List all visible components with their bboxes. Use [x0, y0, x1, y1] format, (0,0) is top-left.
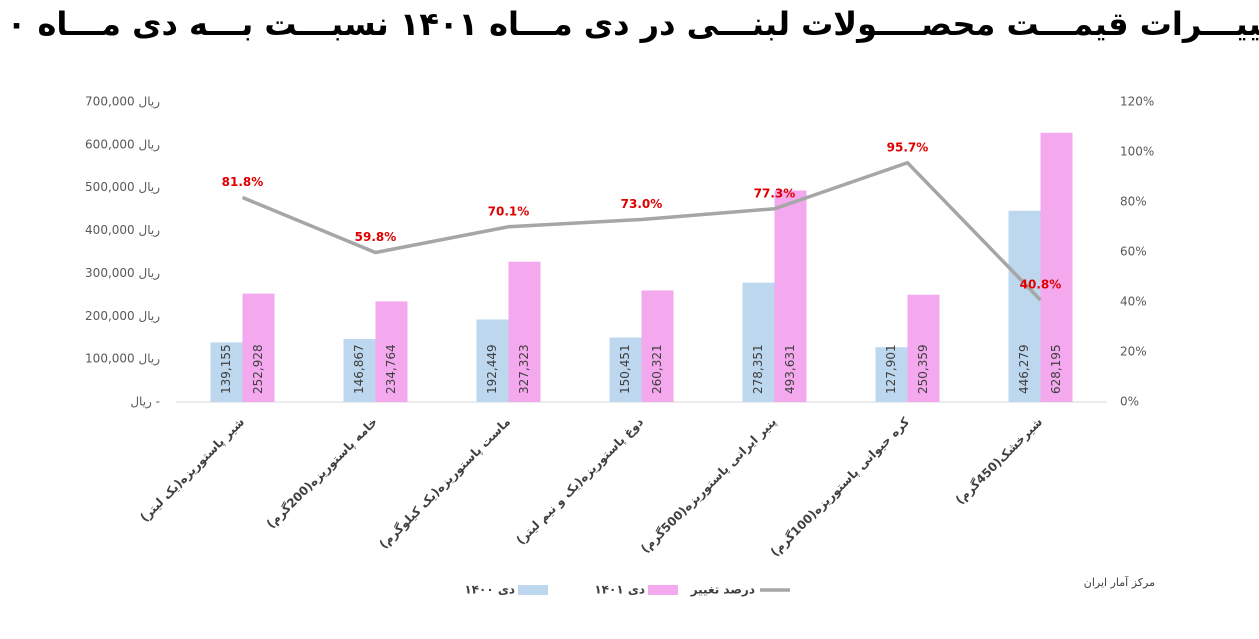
bar: [875, 347, 908, 402]
bar: [774, 190, 807, 402]
y-tick-label: ریال 100,000: [85, 352, 160, 367]
value-label: 73.0%: [621, 197, 663, 211]
value-label: 192,449: [485, 344, 499, 394]
value-label: 234,764: [384, 344, 398, 394]
x-tick-label: شیرخشک(450گرم): [953, 415, 1046, 508]
bar: [1040, 132, 1073, 403]
y2-tick-label: 0%: [1120, 395, 1139, 409]
y-tick-label: ریال 600,000: [85, 137, 160, 152]
y2-tick-label: 100%: [1120, 145, 1154, 159]
value-label: 77.3%: [754, 186, 796, 200]
bar: [343, 339, 376, 402]
x-tick-label: شیر پاستوریزه(یک لیتر): [137, 415, 247, 525]
value-label: 327,323: [517, 344, 531, 394]
x-tick-label: پنیر ایرانی پاستوریزه(500گرم): [638, 415, 780, 557]
value-label: 127,901: [884, 344, 898, 394]
y2-tick-label: 40%: [1120, 295, 1147, 309]
value-label: 260,321: [650, 344, 664, 394]
x-tick-label: خامه پاستوریزه(200گرم): [264, 415, 381, 532]
legend-swatch: [648, 585, 678, 595]
y-tick-label: ریال 200,000: [85, 309, 160, 324]
value-label: 70.1%: [488, 204, 530, 218]
bar: [476, 319, 509, 402]
bar: [508, 261, 541, 402]
bar: [242, 293, 275, 402]
y2-tick-label: 60%: [1120, 245, 1147, 259]
value-label: 150,451: [618, 344, 632, 394]
value-label: 252,928: [251, 344, 265, 394]
bar: [907, 294, 940, 402]
value-label: 95.7%: [887, 140, 929, 154]
legend-label: درصد تغییر: [690, 583, 755, 597]
value-label: 59.8%: [355, 230, 397, 244]
value-label: 40.8%: [1020, 278, 1062, 292]
bar: [1008, 210, 1041, 402]
y-tick-label: ریال -: [130, 395, 160, 410]
value-label: 250,359: [916, 344, 930, 394]
value-label: 446,279: [1017, 344, 1031, 394]
source: مرکز آمار ایران: [1084, 575, 1155, 589]
bar: [210, 342, 243, 402]
value-label: 493,631: [783, 344, 797, 394]
value-label: 628,195: [1049, 344, 1063, 394]
bar: [375, 301, 408, 402]
y-tick-label: ریال 700,000: [85, 95, 160, 110]
y2-tick-label: 80%: [1120, 195, 1147, 209]
legend-label: دی ۱۴۰۰: [464, 583, 515, 597]
x-tick-label: ماست پاستوریزه(یک کیلوگرم): [376, 415, 513, 552]
value-label: 81.8%: [222, 175, 264, 189]
bar: [742, 282, 775, 402]
x-tick-label: دوغ پاستوریزه(یک و نیم لیتر): [513, 415, 646, 548]
y-tick-label: ریال 300,000: [85, 266, 160, 281]
y-tick-label: ریال 400,000: [85, 223, 160, 238]
legend-label: دی ۱۴۰۱: [594, 583, 645, 597]
value-label: 146,867: [352, 344, 366, 394]
chart-title: تغییـــرات قیمـــت محصــــولات لبنـــی د…: [0, 5, 1259, 43]
y2-tick-label: 120%: [1120, 95, 1154, 109]
line: [241, 160, 1042, 302]
legend-swatch: [518, 585, 548, 595]
y2-tick-label: 20%: [1120, 345, 1147, 359]
bar: [609, 337, 642, 402]
bar: [641, 290, 674, 402]
x-tick-label: کره حیوانی پاستوریزه(100گرم): [768, 415, 913, 560]
y-tick-label: ریال 500,000: [85, 180, 160, 195]
value-label: 139,155: [219, 344, 233, 394]
value-label: 278,351: [751, 344, 765, 394]
